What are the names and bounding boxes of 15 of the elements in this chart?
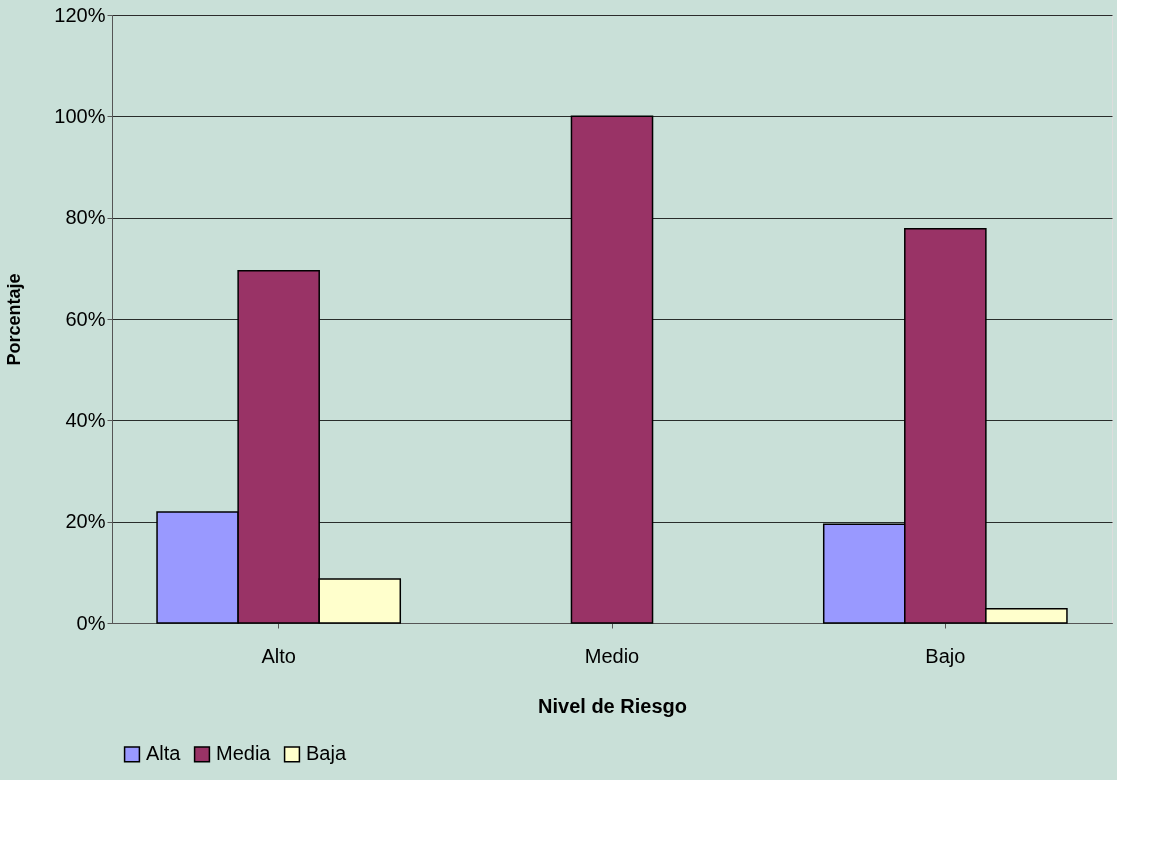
y-axis-title: Porcentaje [4,273,25,366]
legend-label: Media [216,742,272,765]
x-axis-title: Nivel de Riesgo [538,694,687,717]
x-tick-label: Alto [261,644,296,667]
y-tick-label: 120% [54,3,106,26]
x-tick-label: Bajo [925,644,966,667]
y-tick-label: 0% [76,611,106,634]
y-tick-label: 60% [65,307,106,330]
y-tick-label: 40% [65,408,106,431]
x-tick-label: Medio [584,644,640,667]
y-tick-label: 100% [54,104,106,127]
y-tick-label: 80% [65,206,106,229]
legend-label: Alta [146,742,182,765]
y-tick-label: 20% [65,510,106,533]
legend-label: Baja [306,742,347,765]
